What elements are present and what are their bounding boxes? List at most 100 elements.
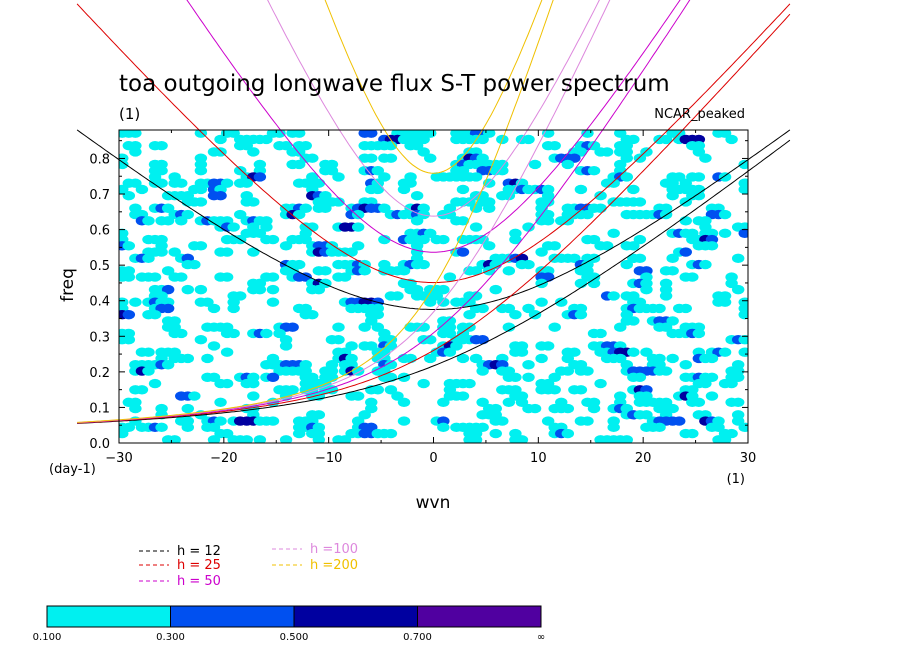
contour-cell xyxy=(129,403,142,414)
contour-cell xyxy=(718,209,732,220)
contour-cell xyxy=(672,416,686,426)
contour-cell xyxy=(260,328,273,339)
contour-cell xyxy=(679,360,692,370)
contour-cell xyxy=(194,197,208,207)
contour-cell xyxy=(482,203,496,213)
contour-cell xyxy=(214,134,227,145)
contour-cell xyxy=(522,259,535,270)
contour-cell xyxy=(194,284,208,295)
contour-cell xyxy=(594,328,607,339)
contour-cell xyxy=(227,303,240,314)
contour-cell xyxy=(502,397,516,408)
legend-label: h = 12 xyxy=(177,544,221,559)
contour-cell xyxy=(587,278,601,289)
colorbar-segment xyxy=(170,605,295,628)
contour-cell xyxy=(581,416,594,426)
contour-cell xyxy=(410,216,424,226)
contour-cell xyxy=(725,134,738,145)
contour-cell xyxy=(731,253,745,264)
contour-cell xyxy=(260,134,273,145)
contour-cell xyxy=(201,353,214,364)
dispersion-curve-mrg xyxy=(77,0,554,423)
contour-cell xyxy=(142,253,155,264)
contour-cell xyxy=(574,184,588,195)
contour-cell xyxy=(541,216,555,226)
contour-cell xyxy=(175,178,188,188)
y-tick-label: 0.4 xyxy=(89,295,110,310)
contour-cell xyxy=(240,435,253,443)
contour-cell xyxy=(731,397,745,408)
contour-cell xyxy=(161,303,175,314)
contour-cell xyxy=(482,241,496,251)
contour-cell xyxy=(188,391,201,401)
contour-cell xyxy=(718,435,732,443)
contour-cell xyxy=(469,222,483,232)
contour-cell xyxy=(194,241,208,251)
contour-cell xyxy=(417,322,430,332)
contour-cell xyxy=(194,184,208,195)
contour-cell xyxy=(692,191,706,201)
contour-cell xyxy=(194,165,208,176)
y-axis-units: (day-1) xyxy=(49,462,96,477)
axis-ticks: −30 −20 −10 0 10 20 30 0.0 0.1 0.2 0.3 0.4 0.5 0.6 0.7… xyxy=(89,130,756,466)
contour-cell xyxy=(692,397,706,408)
contour-cell xyxy=(247,378,260,389)
contour-cell xyxy=(292,130,306,138)
y-tick-label: 0.3 xyxy=(89,330,110,345)
contour-cell xyxy=(718,172,732,182)
contour-cell xyxy=(338,435,352,443)
y-tick-label: 0.1 xyxy=(89,401,110,416)
dispersion-curve xyxy=(76,129,791,310)
subtitle-right: NCAR_peaked xyxy=(654,107,745,122)
y-tick-label: 0.8 xyxy=(89,152,110,167)
contour-cell xyxy=(522,372,535,382)
contour-cell xyxy=(476,335,489,345)
contour-cell xyxy=(522,134,535,145)
contour-cell xyxy=(312,435,326,443)
contour-cell xyxy=(129,147,142,157)
contour-cell xyxy=(515,435,529,443)
x-tick-label: −10 xyxy=(315,451,342,466)
contour-cell xyxy=(148,378,162,389)
contour-cell xyxy=(594,191,607,201)
contour-cell xyxy=(535,278,548,289)
contour-cell xyxy=(207,303,221,314)
contour-cell xyxy=(463,309,476,320)
dispersion-curve-mrg xyxy=(77,13,791,424)
contour-cell xyxy=(325,385,339,395)
contour-cell xyxy=(155,140,168,151)
contour-cell xyxy=(659,291,673,301)
contour-cell xyxy=(666,191,679,201)
contour-cell xyxy=(220,272,234,282)
contour-cell xyxy=(528,403,542,414)
contour-cell xyxy=(666,266,679,276)
contour-cell xyxy=(142,366,155,376)
contour-cell xyxy=(633,253,647,264)
contour-cell xyxy=(214,191,227,201)
dispersion-curve xyxy=(324,0,543,174)
contour-cell xyxy=(738,184,748,195)
contour-cell xyxy=(666,353,679,364)
contour-cell xyxy=(627,184,640,195)
contour-cell xyxy=(207,435,221,443)
contour-cell xyxy=(306,309,319,320)
contour-cell xyxy=(738,309,748,320)
contour-cell xyxy=(194,130,208,138)
contour-cell xyxy=(122,272,136,282)
contour-cell xyxy=(155,422,168,433)
contour-cell xyxy=(253,284,267,295)
contour-cell xyxy=(279,391,293,401)
contour-cell xyxy=(718,347,732,357)
contour-cell xyxy=(738,347,748,357)
contour-cell xyxy=(253,172,267,182)
contour-cell xyxy=(627,347,640,357)
contour-cell xyxy=(679,303,692,314)
contour-cell xyxy=(351,222,365,232)
contour-cell xyxy=(437,422,450,433)
contour-cell xyxy=(686,428,699,439)
contour-cell xyxy=(220,378,234,389)
contour-cell xyxy=(489,284,502,295)
contour-cell xyxy=(135,385,149,395)
colorbar-segment xyxy=(417,605,542,628)
contour-cell xyxy=(247,197,260,207)
